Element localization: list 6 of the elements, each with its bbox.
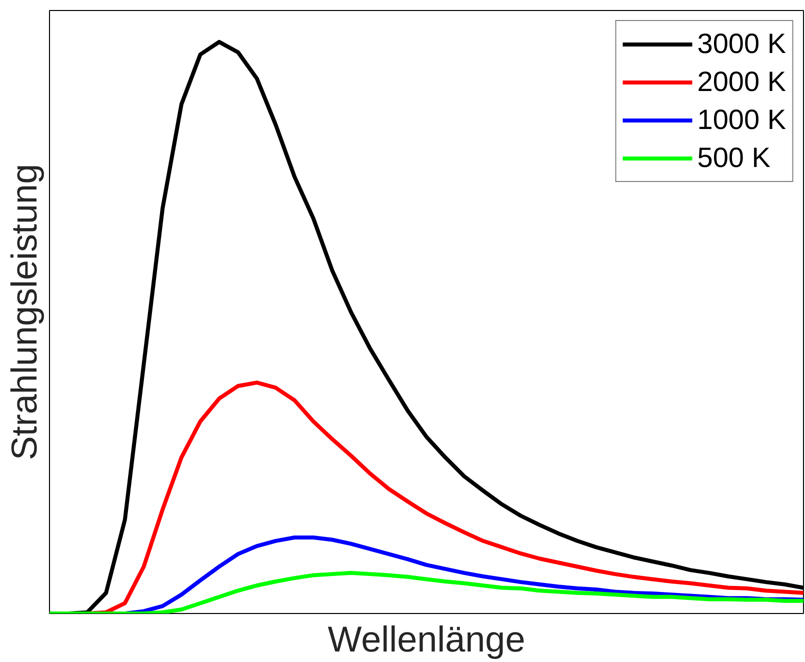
legend-label: 500 K [697,141,770,175]
x-axis-title: Wellenlänge [328,618,526,660]
legend-label: 3000 K [697,27,786,61]
y-axis-title: Strahlungsleistung [4,164,44,460]
legend-label: 1000 K [697,103,786,137]
legend-label: 2000 K [697,65,786,99]
